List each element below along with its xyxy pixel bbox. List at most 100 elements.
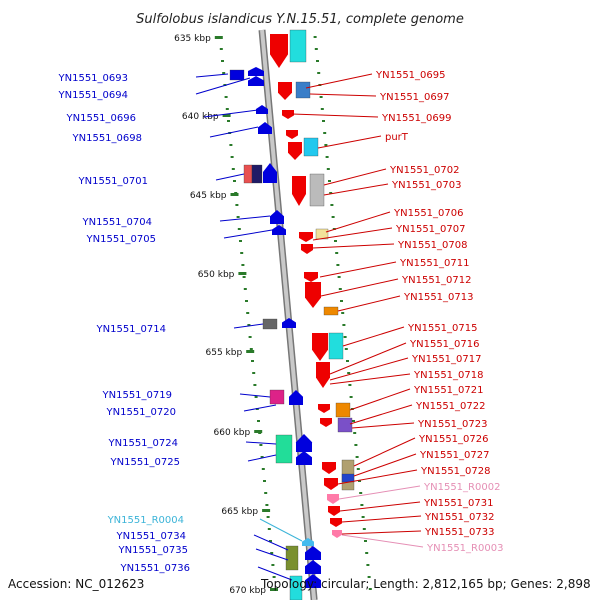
gene-feature xyxy=(251,164,263,184)
minor-tick xyxy=(337,276,341,278)
gene-label-yn1551-0714[interactable]: YN1551_0714 xyxy=(96,324,167,335)
gene-arrow-down xyxy=(301,244,313,254)
minor-tick xyxy=(322,120,325,122)
minor-tick xyxy=(263,480,266,482)
minor-tick xyxy=(224,96,228,98)
minor-tick xyxy=(231,168,235,170)
gene-label-yn1551-0735[interactable]: YN1551_0735 xyxy=(118,545,189,556)
minor-tick xyxy=(320,108,324,110)
gene-label-yn1551-0712[interactable]: YN1551_0712 xyxy=(401,275,472,286)
minor-tick xyxy=(329,192,333,194)
gene-arrow-up xyxy=(296,451,312,465)
gene-label-yn1551-r0004[interactable]: YN1551_R0004 xyxy=(107,515,184,526)
minor-tick xyxy=(364,540,367,542)
gene-label-yn1551-0694[interactable]: YN1551_0694 xyxy=(58,90,129,101)
gene-label-yn1551-0725[interactable]: YN1551_0725 xyxy=(110,457,181,468)
minor-tick xyxy=(242,276,246,278)
label-leader-yn1551-0732 xyxy=(341,515,422,523)
gene-label-yn1551-0703[interactable]: YN1551_0703 xyxy=(391,180,462,191)
gene-label-yn1551-0720[interactable]: YN1551_0720 xyxy=(106,407,177,418)
minor-tick xyxy=(348,384,352,386)
major-tick xyxy=(246,350,255,353)
gene-label-yn1551-0706[interactable]: YN1551_0706 xyxy=(393,208,464,219)
gene-label-yn1551-0721[interactable]: YN1551_0721 xyxy=(413,385,484,396)
gene-label-yn1551-0732[interactable]: YN1551_0732 xyxy=(424,512,495,523)
minor-tick xyxy=(365,552,369,554)
feature-layer xyxy=(229,29,355,600)
minor-tick xyxy=(355,456,359,458)
gene-label-yn1551-0727[interactable]: YN1551_0727 xyxy=(419,450,490,461)
gene-label-yn1551-0695[interactable]: YN1551_0695 xyxy=(375,70,446,81)
gene-feature xyxy=(337,417,353,433)
gene-arrow-up xyxy=(248,67,264,76)
gene-label-yn1551-0736[interactable]: YN1551_0736 xyxy=(120,563,191,574)
minor-tick xyxy=(366,564,370,566)
minor-tick xyxy=(237,228,241,230)
minor-tick xyxy=(246,312,250,314)
minor-tick xyxy=(342,324,346,326)
gene-label-yn1551-0731[interactable]: YN1551_0731 xyxy=(423,498,494,509)
gene-label-yn1551-0717[interactable]: YN1551_0717 xyxy=(411,354,482,365)
gene-label-yn1551-0723[interactable]: YN1551_0723 xyxy=(417,419,488,430)
gene-label-yn1551-0697[interactable]: YN1551_0697 xyxy=(379,92,450,103)
gene-arrow-down xyxy=(330,518,342,527)
gene-label-yn1551-0724[interactable]: YN1551_0724 xyxy=(108,438,179,449)
minor-tick xyxy=(316,60,319,62)
gene-label-yn1551-0698[interactable]: YN1551_0698 xyxy=(72,133,143,144)
gene-label-yn1551-0716[interactable]: YN1551_0716 xyxy=(409,339,480,350)
label-leader-yn1551-0697 xyxy=(309,93,377,97)
gene-label-yn1551-0702[interactable]: YN1551_0702 xyxy=(389,165,460,176)
gene-label-yn1551-0693[interactable]: YN1551_0693 xyxy=(58,73,129,84)
label-leader-yn1551-0734 xyxy=(253,534,289,551)
label-leader-yn1551-0725 xyxy=(247,454,277,462)
minor-tick xyxy=(249,348,253,350)
gene-label-yn1551-0705[interactable]: YN1551_0705 xyxy=(86,234,157,245)
label-leader-yn1551-0723 xyxy=(351,422,415,429)
minor-tick xyxy=(324,144,328,146)
minor-tick xyxy=(229,144,233,146)
gene-label-yn1551-0718[interactable]: YN1551_0718 xyxy=(413,370,484,381)
gene-label-yn1551-0722[interactable]: YN1551_0722 xyxy=(415,401,486,412)
gene-label-yn1551-0707[interactable]: YN1551_0707 xyxy=(395,224,466,235)
major-tick xyxy=(214,36,223,39)
minor-tick xyxy=(313,36,317,38)
gene-label-yn1551-r0002[interactable]: YN1551_R0002 xyxy=(423,482,500,493)
minor-tick xyxy=(260,456,264,458)
minor-tick xyxy=(344,348,348,350)
label-leader-yn1551-0715 xyxy=(342,326,405,347)
gene-label-yn1551-0726[interactable]: YN1551_0726 xyxy=(418,434,489,445)
minor-tick xyxy=(352,420,355,422)
minor-tick xyxy=(360,504,364,506)
gene-label-yn1551-0713[interactable]: YN1551_0713 xyxy=(403,292,474,303)
gene-label-yn1551-0734[interactable]: YN1551_0734 xyxy=(116,531,187,542)
gene-feature xyxy=(335,402,351,418)
label-leader-yn1551-0712 xyxy=(320,278,399,297)
gene-label-yn1551-0699[interactable]: YN1551_0699 xyxy=(381,113,452,124)
gene-label-yn1551-0711[interactable]: YN1551_0711 xyxy=(399,258,470,269)
gene-label-yn1551-0696[interactable]: YN1551_0696 xyxy=(66,113,137,124)
gene-label-yn1551-0719[interactable]: YN1551_0719 xyxy=(102,390,173,401)
gene-feature xyxy=(309,173,325,207)
gene-label-yn1551-0701[interactable]: YN1551_0701 xyxy=(78,176,149,187)
gene-label-yn1551-0728[interactable]: YN1551_0728 xyxy=(420,466,491,477)
map-title: Sulfolobus islandicus Y.N.15.51, complet… xyxy=(136,12,464,27)
gene-arrow-down xyxy=(286,130,298,139)
gene-label-yn1551-0704[interactable]: YN1551_0704 xyxy=(82,217,153,228)
gene-label-yn1551-0715[interactable]: YN1551_0715 xyxy=(407,323,478,334)
gene-label-purt[interactable]: purT xyxy=(385,132,409,143)
gene-arrow-down xyxy=(312,333,328,361)
minor-tick xyxy=(341,312,345,314)
gene-arrow-down xyxy=(316,362,330,388)
gene-label-yn1551-0708[interactable]: YN1551_0708 xyxy=(397,240,468,251)
label-leader-yn1551-r0003 xyxy=(341,534,424,548)
label-leader-yn1551-0704 xyxy=(219,215,271,222)
label-leader-yn1551-0724 xyxy=(245,441,277,445)
gene-label-yn1551-r0003[interactable]: YN1551_R0003 xyxy=(426,543,503,554)
gene-feature xyxy=(295,81,311,99)
gene-arrow-up xyxy=(282,318,296,328)
gene-feature xyxy=(243,164,253,184)
gene-feature xyxy=(341,473,355,483)
gene-arrow-up xyxy=(305,574,321,588)
gene-label-yn1551-0733[interactable]: YN1551_0733 xyxy=(424,527,495,538)
minor-tick xyxy=(269,540,272,542)
